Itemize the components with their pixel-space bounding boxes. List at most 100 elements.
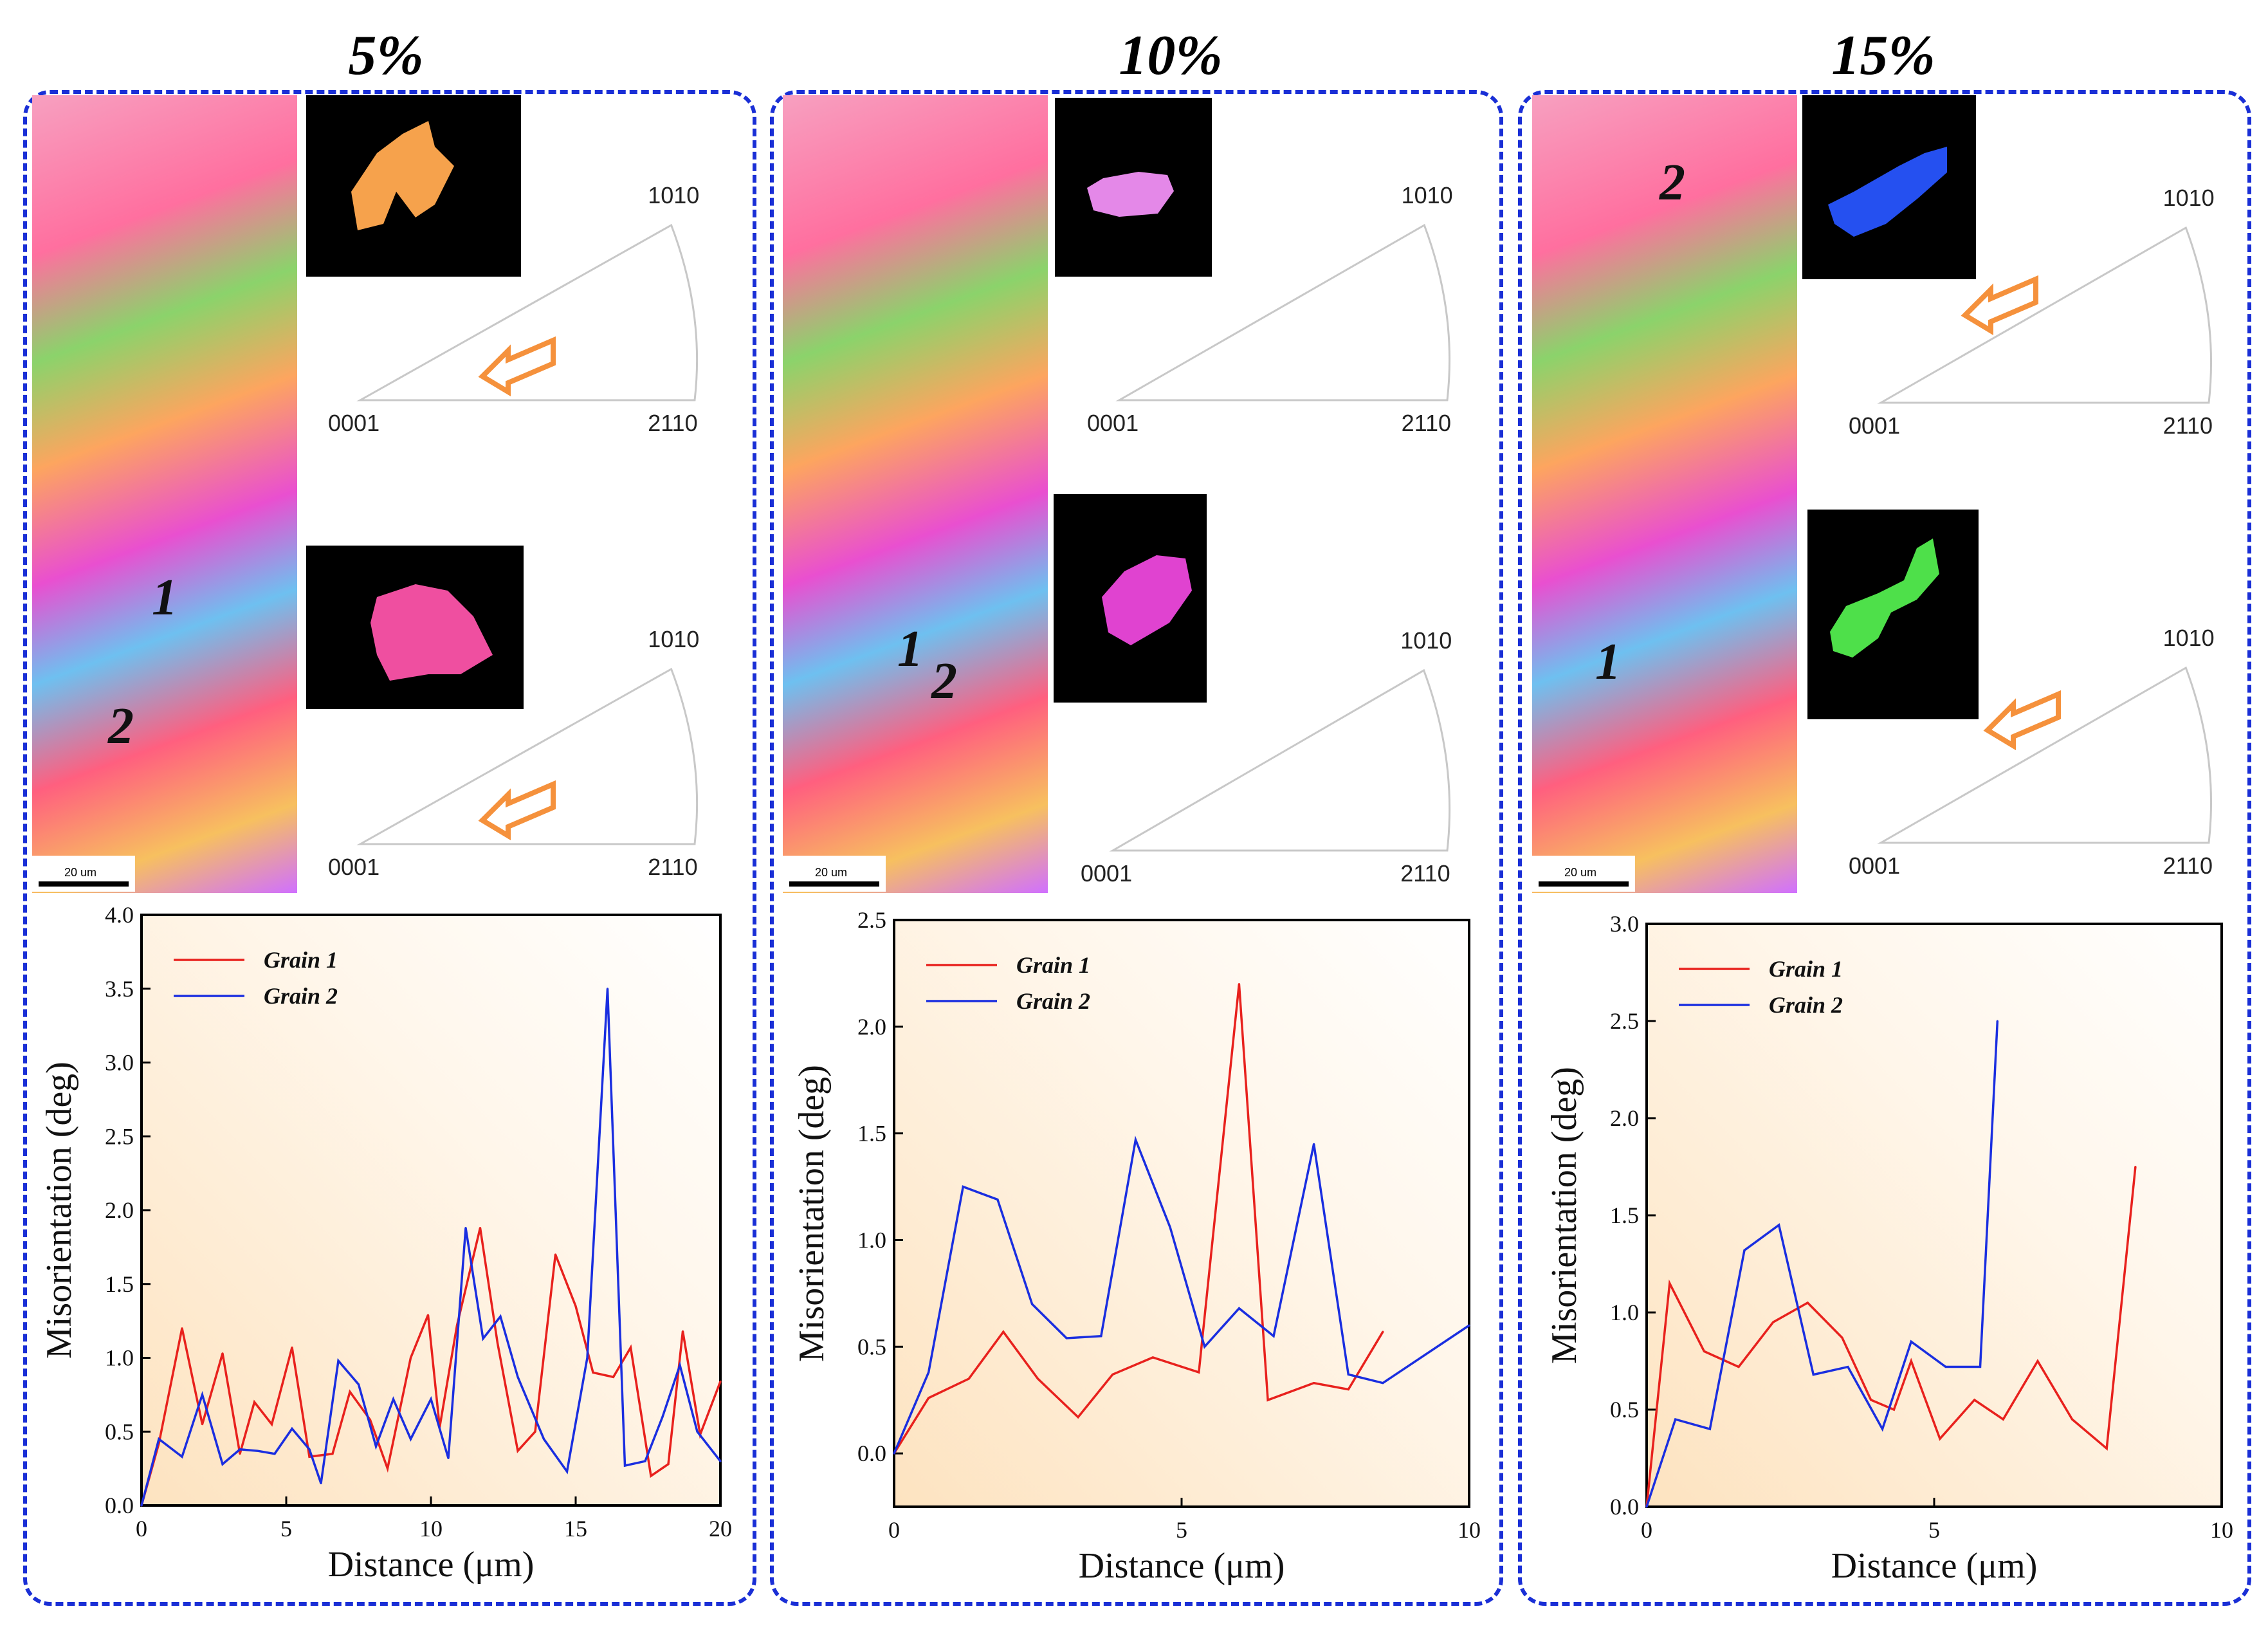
ipf-group: 1010 0001 2110 — [1081, 627, 1452, 887]
data-point — [221, 1463, 224, 1466]
ipf-label-top: 1010 — [2163, 185, 2215, 211]
y-tick-label: 1.0 — [857, 1227, 886, 1253]
y-tick-label: 0.0 — [105, 1493, 134, 1518]
x-tick-label: 5 — [1928, 1517, 1940, 1543]
ipf-label-right: 2110 — [1402, 410, 1451, 436]
data-point — [291, 1346, 293, 1348]
series-line-1 — [893, 984, 1384, 1455]
ipf-triangle — [356, 223, 699, 401]
data-point — [273, 1453, 276, 1455]
x-axis-label: Distance (μm) — [1831, 1546, 2038, 1586]
data-point — [201, 1394, 203, 1396]
data-point — [2134, 1166, 2137, 1168]
trend-arrow — [1983, 690, 2061, 751]
y-tick-label: 3.5 — [105, 976, 134, 1002]
ipf-label-left: 0001 — [1087, 410, 1139, 436]
grain-label: 2 — [1659, 154, 1685, 211]
ipf-group: 1010 0001 2110 — [1849, 625, 2215, 879]
ipf-group: 1010 0001 2110 — [328, 626, 699, 880]
data-point — [1347, 1388, 1349, 1391]
data-point — [1812, 1374, 1815, 1376]
data-point — [2071, 1418, 2074, 1421]
data-point — [1111, 1373, 1114, 1376]
data-point — [482, 1338, 484, 1340]
ipf-label-left: 0001 — [328, 410, 380, 436]
data-point — [1203, 1345, 1206, 1348]
x-tick-label: 0 — [1641, 1517, 1652, 1543]
y-tick-label: 1.5 — [857, 1121, 886, 1146]
data-point — [1806, 1302, 1809, 1304]
ipf-label-right: 2110 — [2163, 852, 2213, 879]
ipf-label-right: 2110 — [1400, 860, 1450, 887]
grain-label: 1 — [152, 569, 178, 626]
grain-inset — [1807, 510, 1979, 719]
x-tick-label: 10 — [419, 1516, 443, 1542]
data-point — [893, 1452, 895, 1455]
x-tick-label: 0 — [888, 1517, 900, 1543]
grain-shape — [1102, 555, 1192, 645]
data-point — [1944, 1366, 1947, 1368]
y-tick-label: 2.5 — [1610, 1008, 1639, 1034]
x-tick-label: 10 — [1458, 1517, 1481, 1543]
y-tick-label: 3.0 — [1610, 911, 1639, 937]
ipf-label-right: 2110 — [2163, 412, 2213, 439]
y-tick-label: 3.0 — [105, 1050, 134, 1076]
data-point — [1002, 1330, 1005, 1333]
y-tick-label: 2.0 — [105, 1197, 134, 1223]
data-point — [253, 1401, 255, 1403]
series-line-1 — [140, 1228, 722, 1506]
grain-shape — [1828, 147, 1947, 237]
data-point — [447, 1457, 450, 1460]
y-axis-label: Misorientation (deg) — [39, 1062, 79, 1359]
data-point — [592, 1371, 594, 1374]
data-point — [554, 1253, 556, 1256]
ipf-label-left: 0001 — [1849, 412, 1900, 439]
data-point — [1065, 1337, 1068, 1339]
data-point — [239, 1453, 241, 1455]
data-point — [1645, 1505, 1648, 1508]
data-point — [928, 1397, 930, 1399]
grain-inset — [1054, 494, 1207, 703]
data-point — [1347, 1373, 1349, 1376]
data-point — [427, 1314, 429, 1316]
data-point — [1238, 1307, 1240, 1310]
data-point — [586, 1357, 589, 1359]
y-tick-label: 2.0 — [857, 1014, 886, 1040]
data-point — [996, 1198, 999, 1201]
data-point — [2002, 1418, 2004, 1421]
data-point — [201, 1423, 203, 1426]
data-point — [331, 1453, 334, 1455]
y-tick-label: 2.5 — [105, 1123, 134, 1149]
y-tick-label: 2.5 — [857, 907, 886, 933]
data-point — [1382, 1330, 1384, 1333]
data-point — [410, 1438, 412, 1440]
ipf-label-top: 1010 — [648, 182, 699, 208]
x-tick-label: 15 — [564, 1516, 587, 1542]
x-tick-label: 5 — [280, 1516, 292, 1542]
data-point — [181, 1327, 183, 1330]
series-line-2 — [1645, 1020, 1999, 1507]
y-axis-label: Misorientation (deg) — [1544, 1067, 1584, 1364]
ipf-triangle — [1115, 223, 1451, 401]
legend-label: Grain 2 — [264, 983, 338, 1009]
y-tick-label: 1.0 — [105, 1345, 134, 1371]
ipf-label-right: 2110 — [648, 410, 697, 436]
trend-arrow — [1961, 275, 2038, 336]
data-point — [696, 1430, 699, 1433]
y-axis-label: Misorientation (deg) — [792, 1065, 832, 1362]
data-point — [271, 1423, 273, 1426]
data-point — [1743, 1249, 1746, 1251]
data-point — [682, 1330, 684, 1332]
y-tick-label: 2.0 — [1610, 1105, 1639, 1131]
grain-inset — [1055, 98, 1212, 277]
data-point — [928, 1371, 930, 1374]
scalebar — [39, 881, 129, 887]
data-point — [140, 1504, 143, 1507]
ipf-triangle — [1877, 226, 2213, 404]
ipf-label-top: 1010 — [2163, 625, 2215, 651]
y-tick-label: 0.0 — [1610, 1494, 1639, 1520]
data-point — [387, 1468, 389, 1470]
ebsd-map — [1532, 95, 1797, 893]
